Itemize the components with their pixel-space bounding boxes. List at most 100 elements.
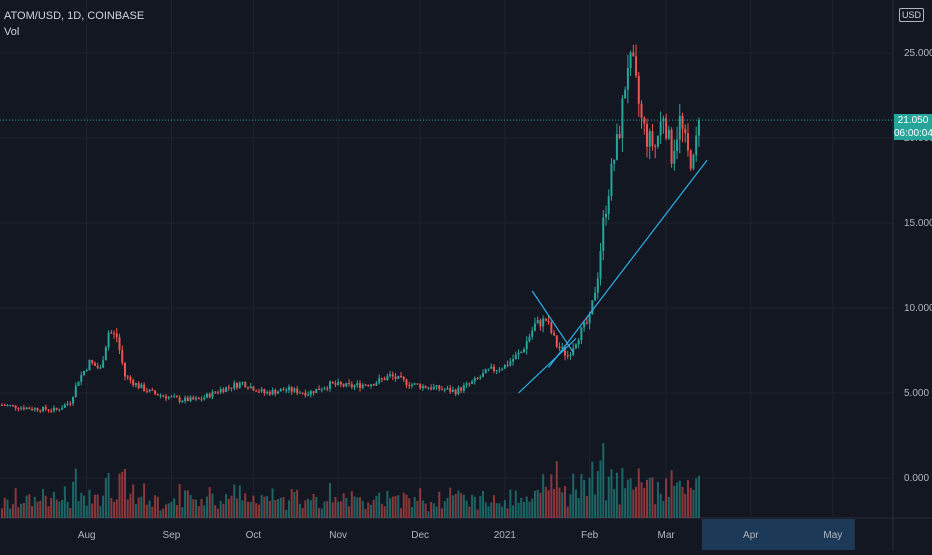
y-tick-label: 5.000 <box>904 388 929 399</box>
candle-body <box>624 89 627 99</box>
trendlines[interactable] <box>518 159 708 394</box>
candle-body <box>400 375 403 377</box>
candle-body <box>457 387 460 395</box>
candle-body <box>167 396 170 399</box>
candle-body <box>615 134 618 160</box>
candle-body <box>339 382 342 385</box>
candle-body <box>678 115 681 140</box>
candle-body <box>315 388 318 394</box>
candle-body <box>471 381 474 384</box>
volume-bar <box>285 509 288 518</box>
candle-body <box>410 384 413 386</box>
price-axis[interactable]: 0.0005.00010.00015.00020.00025.00030.000… <box>904 0 932 484</box>
volume-bar <box>227 498 230 518</box>
candle-body <box>610 163 613 197</box>
candle-body <box>544 318 547 321</box>
currency-badge[interactable]: USD <box>898 8 924 22</box>
volume-bar <box>318 508 321 518</box>
candle-body <box>676 139 679 152</box>
candle-body <box>492 366 495 371</box>
candle-body <box>350 383 353 388</box>
x-tick-label: Sep <box>163 530 181 541</box>
candle-body <box>479 376 482 378</box>
volume-bar <box>225 494 228 518</box>
volume-bar <box>99 506 102 518</box>
volume-bar <box>572 473 575 518</box>
volume-bar <box>427 511 430 518</box>
candle-body <box>670 129 673 164</box>
trendline[interactable] <box>518 338 577 394</box>
volume-legend-label[interactable]: Vol <box>4 26 20 38</box>
candle-body <box>405 379 408 386</box>
volume-bar <box>676 482 679 518</box>
candle-body <box>419 384 422 389</box>
candle-body <box>20 407 23 409</box>
time-axis[interactable]: Aug Sep Oct Nov Dec 2021 Feb Mar Apr May <box>78 530 842 541</box>
volume-bar <box>348 506 351 518</box>
volume-bar <box>356 497 359 518</box>
candle-body <box>320 389 323 391</box>
volume-bar <box>435 506 438 518</box>
volume-bar <box>31 506 34 518</box>
trendline[interactable] <box>531 290 574 353</box>
future-time-band <box>701 519 855 550</box>
volume-bar <box>604 500 607 518</box>
volume-bar <box>164 504 167 518</box>
candle-body <box>263 389 266 394</box>
volume-bar <box>132 484 135 518</box>
candle-body <box>47 409 50 411</box>
volume-bar <box>186 490 189 518</box>
candle-body <box>25 407 28 410</box>
volume-bar <box>342 493 345 518</box>
candle-body <box>323 388 326 390</box>
symbol-title[interactable]: ATOM/USD, 1D, COINBASE <box>4 10 145 22</box>
candle-body <box>290 387 293 392</box>
candle-body <box>312 391 315 394</box>
volume-bar <box>184 490 187 518</box>
volume-bar <box>287 500 290 518</box>
volume-bar <box>113 501 116 518</box>
volume-bar <box>441 508 444 518</box>
candle-body <box>184 397 187 402</box>
candle-body <box>632 52 635 57</box>
volume-bar <box>203 505 206 518</box>
candle-body <box>14 405 17 409</box>
candle-body <box>77 381 80 386</box>
volume-bar <box>533 490 536 518</box>
x-tick-label: Aug <box>78 530 96 541</box>
volume-bar <box>443 501 446 518</box>
volume-bar <box>175 505 178 518</box>
volume-bar <box>257 504 260 518</box>
y-tick-label: 0.000 <box>904 473 929 484</box>
candle-body <box>574 344 577 349</box>
volume-bar <box>577 498 580 518</box>
volume-bar <box>503 500 506 518</box>
volume-bar <box>52 491 55 518</box>
volume-bar <box>222 503 225 518</box>
volume-bar <box>96 494 99 518</box>
volume-bar <box>662 500 665 518</box>
candle-body <box>563 347 566 356</box>
candle-body <box>421 385 424 389</box>
trendline[interactable] <box>548 159 708 368</box>
candle-body <box>468 383 471 385</box>
volume-bars <box>1 443 700 518</box>
volume-bar <box>476 509 479 518</box>
candle-body <box>594 292 597 301</box>
volume-bar <box>69 508 72 518</box>
volume-bar <box>9 508 12 518</box>
candle-body <box>473 377 476 382</box>
candle-body <box>569 354 572 356</box>
volume-bar <box>400 508 403 518</box>
volume-bar <box>468 506 471 518</box>
volume-bar <box>594 494 597 518</box>
candle-body <box>626 68 629 90</box>
volume-bar <box>148 500 151 518</box>
candle-body <box>257 391 260 393</box>
candle-body <box>148 389 151 392</box>
candle-body <box>186 397 189 402</box>
volume-bar <box>121 471 124 518</box>
y-tick-label: 25.000 <box>904 48 932 59</box>
